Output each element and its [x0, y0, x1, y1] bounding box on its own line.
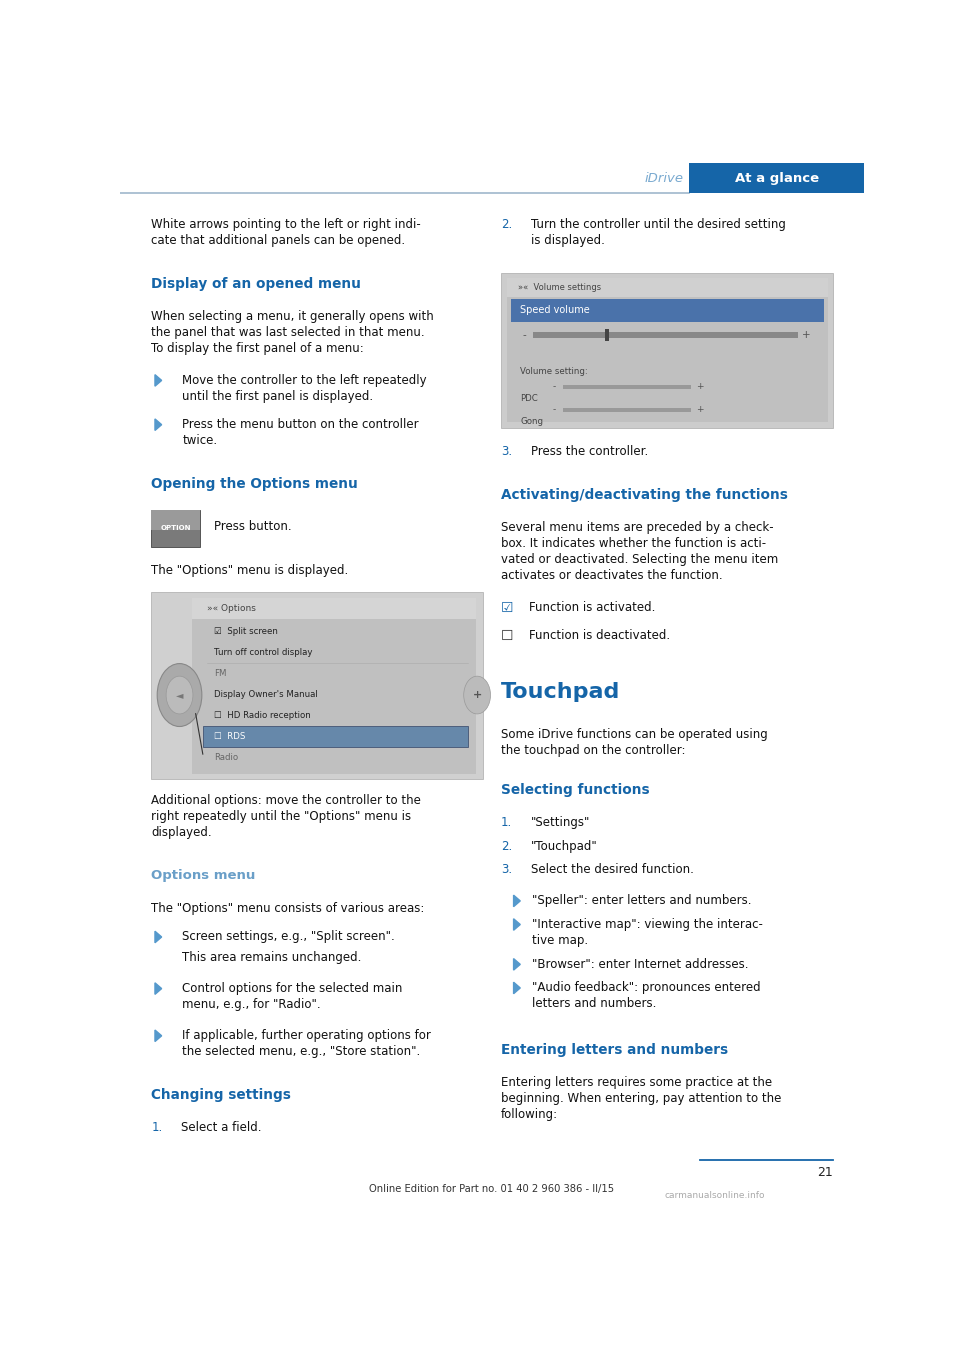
Bar [507, 278, 828, 297]
Text: ☐: ☐ [501, 629, 514, 643]
Polygon shape [155, 983, 161, 994]
Text: Turn off control display: Turn off control display [214, 648, 313, 656]
Bar [192, 598, 475, 618]
Text: Control options for the selected main
menu, e.g., for "Radio".: Control options for the selected main me… [182, 982, 403, 1011]
Text: Radio: Radio [214, 753, 239, 761]
Text: Activating/deactivating the functions: Activating/deactivating the functions [501, 488, 788, 503]
Bar [192, 598, 475, 774]
Text: Display Owner's Manual: Display Owner's Manual [214, 689, 318, 699]
Text: -: - [552, 406, 556, 414]
Text: ☑  Split screen: ☑ Split screen [214, 627, 278, 636]
Bar [511, 298, 824, 321]
Text: OPTION: OPTION [160, 526, 191, 531]
Bar [563, 407, 691, 411]
Text: +: + [803, 331, 811, 340]
Text: The "Options" menu is displayed.: The "Options" menu is displayed. [152, 564, 348, 577]
Text: "Interactive map": viewing the interac-
tive map.: "Interactive map": viewing the interac- … [532, 918, 763, 947]
Text: Touchpad: Touchpad [501, 682, 620, 701]
Text: "Speller": enter letters and numbers.: "Speller": enter letters and numbers. [532, 893, 752, 907]
Text: Selecting functions: Selecting functions [501, 783, 650, 797]
Bar [152, 509, 200, 530]
Text: 3.: 3. [501, 864, 512, 876]
Text: Online Edition for Part no. 01 40 2 960 386 - II/15: Online Edition for Part no. 01 40 2 960 … [370, 1184, 614, 1194]
Text: 2.: 2. [501, 839, 513, 853]
Text: Volume setting:: Volume setting: [520, 366, 588, 376]
Polygon shape [514, 919, 520, 930]
Bar [605, 330, 610, 340]
Bar [689, 163, 864, 193]
Text: Screen settings, e.g., "Split screen".: Screen settings, e.g., "Split screen". [182, 930, 396, 943]
Polygon shape [155, 932, 161, 943]
Text: Entering letters requires some practice at the
beginning. When entering, pay att: Entering letters requires some practice … [501, 1076, 781, 1121]
Text: Function is activated.: Function is activated. [529, 601, 656, 614]
Text: Select a field.: Select a field. [181, 1121, 261, 1135]
Text: carmanualsonline.info: carmanualsonline.info [665, 1190, 765, 1200]
Text: -: - [522, 331, 526, 340]
Text: This area remains unchanged.: This area remains unchanged. [182, 951, 362, 964]
Text: PDC: PDC [520, 394, 538, 403]
Text: -: - [552, 383, 556, 391]
Text: When selecting a menu, it generally opens with
the panel that was last selected : When selecting a menu, it generally open… [152, 311, 434, 355]
Text: iDrive: iDrive [644, 172, 684, 185]
Text: Some iDrive functions can be operated using
the touchpad on the controller:: Some iDrive functions can be operated us… [501, 729, 768, 757]
Bar [563, 384, 691, 390]
Text: "Settings": "Settings" [531, 816, 590, 829]
Text: Additional options: move the controller to the
right repeatedly until the "Optio: Additional options: move the controller … [152, 794, 421, 839]
Text: At a glance: At a glance [734, 172, 819, 185]
Polygon shape [514, 895, 520, 907]
Text: ☑: ☑ [501, 601, 514, 616]
Text: Select the desired function.: Select the desired function. [531, 864, 693, 876]
Polygon shape [155, 1030, 161, 1042]
Text: Press the controller.: Press the controller. [531, 445, 648, 459]
Text: 1.: 1. [152, 1121, 162, 1135]
Text: Entering letters and numbers: Entering letters and numbers [501, 1043, 728, 1057]
Text: Display of an opened menu: Display of an opened menu [152, 276, 361, 291]
Text: Changing settings: Changing settings [152, 1088, 291, 1102]
Text: "Browser": enter Internet addresses.: "Browser": enter Internet addresses. [532, 957, 749, 971]
Text: "Audio feedback": pronounces entered
letters and numbers.: "Audio feedback": pronounces entered let… [532, 981, 761, 1011]
Text: +: + [472, 691, 482, 700]
Text: +: + [696, 383, 704, 391]
Polygon shape [155, 375, 161, 387]
Bar [507, 278, 828, 422]
Polygon shape [514, 982, 520, 994]
Text: "Touchpad": "Touchpad" [531, 839, 597, 853]
Text: Press the menu button on the controller
twice.: Press the menu button on the controller … [182, 418, 420, 447]
Text: ◄: ◄ [176, 691, 183, 700]
Bar [533, 332, 798, 338]
Bar [204, 726, 468, 746]
Circle shape [157, 663, 202, 726]
Text: Press button.: Press button. [214, 520, 292, 533]
Text: +: + [696, 406, 704, 414]
Text: »« Options: »« Options [207, 603, 256, 613]
Text: White arrows pointing to the left or right indi-
cate that additional panels can: White arrows pointing to the left or rig… [152, 218, 421, 247]
Text: Several menu items are preceded by a check-
box. It indicates whether the functi: Several menu items are preceded by a che… [501, 522, 779, 583]
Polygon shape [155, 419, 161, 430]
Text: If applicable, further operating options for
the selected menu, e.g., "Store sta: If applicable, further operating options… [182, 1028, 431, 1058]
Bar [501, 272, 832, 428]
Text: Function is deactivated.: Function is deactivated. [529, 629, 670, 642]
Text: 3.: 3. [501, 445, 512, 459]
Text: 1.: 1. [501, 816, 513, 829]
Circle shape [464, 676, 491, 714]
Text: Gong: Gong [520, 417, 543, 426]
Bar [152, 592, 483, 779]
Text: Move the controller to the left repeatedly
until the first panel is displayed.: Move the controller to the left repeated… [182, 373, 427, 403]
Text: 2.: 2. [501, 218, 513, 232]
Text: »«  Volume settings: »« Volume settings [518, 283, 601, 291]
Text: ☐  HD Radio reception: ☐ HD Radio reception [214, 711, 311, 719]
Text: Turn the controller until the desired setting
is displayed.: Turn the controller until the desired se… [531, 218, 785, 247]
Text: Options menu: Options menu [152, 869, 255, 883]
Text: Opening the Options menu: Opening the Options menu [152, 477, 358, 490]
Text: 21: 21 [817, 1166, 832, 1179]
Polygon shape [514, 959, 520, 970]
Text: ☐  RDS: ☐ RDS [214, 731, 246, 741]
Bar [152, 509, 200, 546]
Text: Speed volume: Speed volume [520, 305, 590, 315]
Text: The "Options" menu consists of various areas:: The "Options" menu consists of various a… [152, 902, 424, 915]
Circle shape [166, 676, 193, 714]
Text: FM: FM [214, 669, 227, 678]
